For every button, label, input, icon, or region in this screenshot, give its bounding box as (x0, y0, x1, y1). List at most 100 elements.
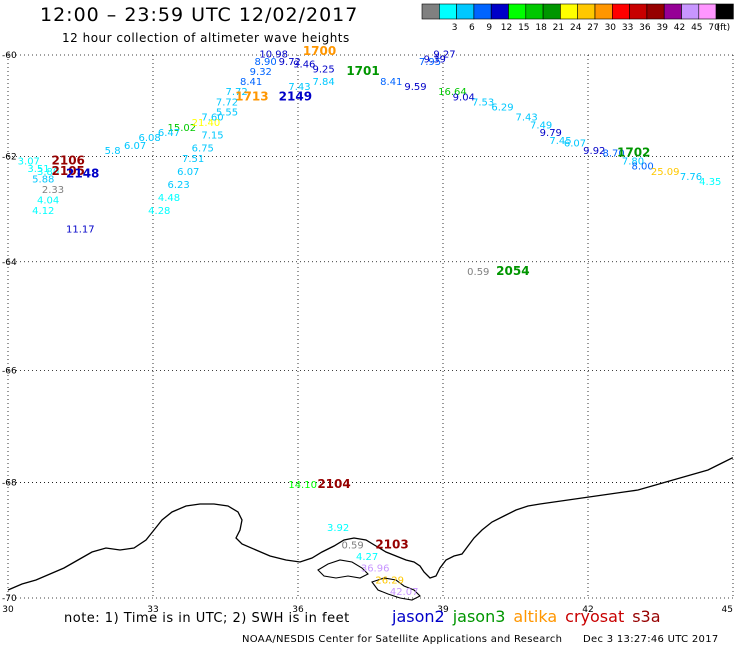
satellite-pass-id: 2054 (496, 264, 529, 278)
observation-label: 16.64 (438, 87, 467, 98)
page-subtitle: 12 hour collection of altimeter wave hei… (62, 31, 350, 45)
satellite-legend-cryosat: cryosat (565, 607, 625, 626)
observation-label: 0.59 (342, 540, 364, 551)
satellite-legend-s3a: s3a (632, 607, 661, 626)
observation-label: 21.40 (192, 118, 221, 129)
observation-label: 4.12 (32, 206, 54, 217)
color-bin-label: 30 (605, 23, 617, 33)
color-bin-label: 21 (553, 23, 564, 33)
observation-label: 5.8 (105, 146, 121, 157)
color-bin-label: 15 (518, 23, 529, 33)
observation-label: 4.48 (158, 193, 180, 204)
lon-tick-label: 36 (292, 605, 304, 615)
color-bin-label: 27 (587, 23, 598, 33)
observation-label: 9.79 (540, 128, 562, 139)
color-bin-label: 42 (674, 23, 685, 33)
color-scale-unit: (ft) (717, 23, 731, 33)
lat-tick-label: -70 (2, 594, 17, 604)
observation-label: 6.75 (192, 143, 214, 154)
observation-label: 7.49 (530, 120, 552, 131)
observation-label: 10.98 (259, 49, 288, 60)
observation-label: 7.15 (201, 131, 223, 142)
observation-label: 9.92 (583, 146, 605, 157)
observation-label: 3.80 (37, 167, 59, 178)
observation-label: 6.47 (158, 128, 180, 139)
lat-tick-label: -68 (2, 478, 17, 488)
observation-label: 7.76 (680, 172, 702, 183)
color-scale-legend: 3 6 9 12 15 18 21 24 27 30 33 36 39 42 45 70(ft) (421, 3, 734, 33)
satellite-pass-id: 1702 (617, 146, 650, 160)
satellite-pass-id: 2103 (375, 537, 408, 551)
observation-label: 3.07 (18, 156, 40, 167)
observation-label: 0.59 (467, 267, 489, 278)
observation-label: 8.70 (603, 149, 625, 160)
satellite-legend-jason3: jason3 (452, 607, 506, 626)
observation-label: 4.04 (37, 196, 59, 207)
observation-label: 7.80 (622, 156, 644, 167)
observation-label: 9.25 (313, 65, 335, 76)
lat-tick-label: -64 (2, 258, 17, 268)
observation-label: 9.46 (293, 60, 315, 71)
satellite-pass-id: 2104 (317, 477, 350, 491)
satellite-pass-id: 1701 (346, 64, 379, 78)
observation-label: 11.17 (66, 225, 95, 236)
observation-label: 9.72 (279, 57, 301, 68)
lon-tick-label: 42 (582, 605, 593, 615)
observation-label: 9.39 (424, 55, 446, 66)
observation-label: 6.29 (491, 102, 513, 113)
lon-tick-label: 39 (437, 605, 449, 615)
satellite-legend-altika: altika (513, 607, 558, 626)
color-bin-label: 18 (535, 23, 547, 33)
axis-ticks: 30 33 36 39 42 45 -60 -62 -64 -66 -68 -70 (2, 51, 733, 615)
grid-lines (7, 54, 734, 599)
color-bin (715, 3, 734, 20)
observation-label: 7.72 (226, 87, 248, 98)
wave-height-observations: 10.98 9.27 8.90 9.729.46 7.959.39 9.32 9.25 8.4… (18, 49, 722, 598)
observation-label: 4.27 (356, 552, 378, 563)
observation-label: 7.84 (313, 77, 335, 88)
observation-label: 7.72 (216, 97, 238, 108)
observation-label: 6.07 (564, 138, 586, 149)
lon-tick-label: 45 (722, 605, 733, 615)
observation-label: 9.04 (453, 92, 475, 103)
antarctica-coastline (7, 457, 733, 591)
lat-tick-label: -66 (2, 366, 17, 376)
color-bin-label: 9 (486, 23, 492, 33)
observation-label: 26.29 (375, 575, 404, 586)
observation-label: 6.07 (177, 167, 199, 178)
satellite-pass-id: 1713 (235, 89, 268, 103)
island-outline-small (371, 577, 421, 601)
satellite-pass-id: 2106 (52, 153, 85, 167)
observation-label: 8.41 (240, 77, 262, 88)
observation-label: 8.90 (255, 57, 277, 68)
observation-label: 7.43 (516, 113, 538, 124)
footer-note: note: 1) Time is in UTC; 2) SWH is in fe… (64, 611, 350, 626)
observation-label: 7.51 (182, 154, 204, 165)
observation-label: 6.07 (124, 141, 146, 152)
satellite-pass-id: 2148 (66, 166, 99, 180)
observation-label: 3.92 (327, 523, 349, 534)
satellite-legend-jason2: jason2 (392, 607, 445, 626)
lat-tick-label: -60 (2, 51, 17, 61)
observation-label: 8.41 (380, 77, 402, 88)
observation-label: 7.43 (288, 82, 310, 93)
observation-label: 2.33 (42, 185, 64, 196)
satellite-pass-id: 2149 (279, 89, 312, 103)
observation-label: 6.08 (139, 133, 161, 144)
island-outline (317, 559, 369, 579)
color-bin-label: 33 (622, 23, 633, 33)
satellite-pass-id: 2105 (52, 164, 85, 178)
observation-label: 4.35 (699, 177, 721, 188)
observation-label: 36.96 (361, 564, 390, 575)
page-title: 12:00 – 23:59 UTC 12/02/2017 (40, 4, 359, 26)
observation-label: 15.02 (168, 123, 197, 134)
satellite-legend: jason2 jason3 altika cryosat s3a (392, 607, 669, 626)
color-bin-label: 6 (469, 23, 475, 33)
observation-label: 9.27 (433, 49, 455, 60)
color-bin-label: 45 (691, 23, 702, 33)
observation-label: 7.95 (419, 57, 441, 68)
observation-label: 7.53 (472, 97, 494, 108)
observation-label: 5.55 (216, 108, 238, 119)
